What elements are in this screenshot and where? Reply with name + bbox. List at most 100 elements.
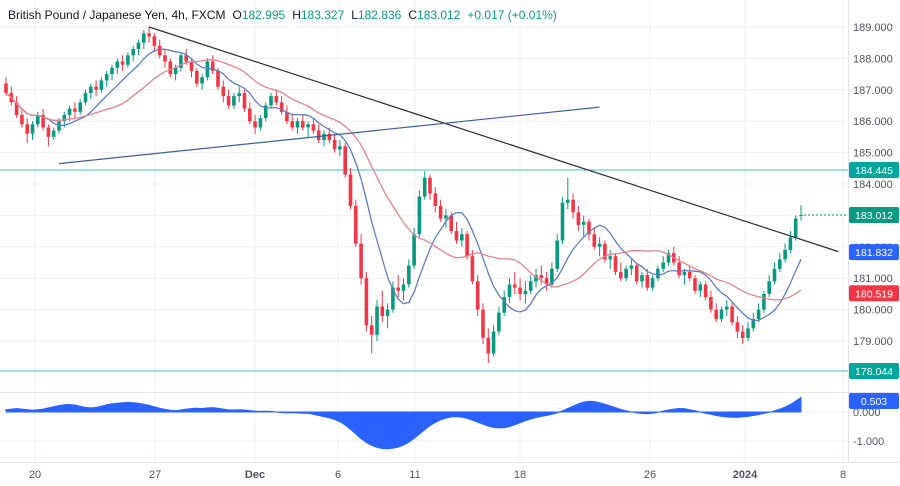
candle-body [544, 278, 549, 285]
candle-body [528, 281, 533, 291]
candle-body [94, 86, 98, 90]
candle-body [20, 114, 24, 125]
time-axis-label: Dec [245, 469, 265, 481]
candle-body [120, 61, 125, 65]
time-axis-label: 11 [409, 469, 420, 481]
candle-body [189, 61, 194, 71]
candle-body [274, 96, 279, 103]
candle-body [730, 306, 734, 323]
candle-body [581, 221, 586, 225]
candle-body [438, 206, 443, 219]
candle-body [740, 331, 745, 338]
candle-body [25, 124, 29, 134]
candle-body [332, 140, 337, 150]
candle-body [67, 108, 72, 115]
candle-body [200, 77, 204, 84]
candle-body [417, 196, 422, 235]
oscillator-axis-label: -1.000 [853, 436, 884, 448]
candle-body [719, 309, 724, 319]
moving-averages [5, 48, 802, 322]
candle-body [656, 268, 660, 279]
candle-body [131, 49, 135, 56]
candle-body [444, 215, 448, 219]
candle-body [248, 108, 252, 122]
candle-body [518, 287, 522, 294]
candle-body [301, 121, 305, 128]
price-badge-text: 178.044 [855, 366, 893, 378]
candle-body [624, 268, 628, 279]
candle-body [592, 234, 597, 247]
price-axis-label: 181.000 [853, 273, 893, 285]
candle-body [560, 202, 565, 241]
candle-body [645, 275, 650, 288]
candle-body [385, 309, 390, 316]
candle-body [422, 177, 427, 197]
time-axis-label: 18 [514, 469, 526, 481]
candle-body [380, 306, 385, 316]
candle-body [157, 45, 162, 56]
candle-body [619, 271, 623, 279]
price-badge [849, 285, 899, 302]
time-axis-label: 8 [840, 469, 846, 481]
candle-body [703, 284, 708, 298]
candle-body [640, 275, 644, 282]
candle-body [258, 118, 263, 128]
candle-body [316, 130, 321, 140]
price-axis-label: 187.000 [853, 85, 893, 97]
candle-body [693, 278, 697, 291]
candle-body [735, 322, 740, 332]
candle-body [104, 74, 109, 81]
symbol-title[interactable]: British Pound / Japanese Yen, 4h, FXCM [8, 8, 226, 22]
candle-body [571, 199, 575, 213]
candle-body [322, 133, 326, 141]
candle-body [491, 331, 496, 354]
time-scale[interactable]: 20 27 Dec 6 11 18 26 2024 8 [29, 469, 846, 481]
symbol-legend[interactable]: British Pound / Japanese Yen, 4h, FXCM O… [8, 8, 557, 22]
candle-body [475, 281, 480, 310]
ohlc-open: O182.995 [232, 8, 286, 22]
time-axis-label: 2024 [733, 469, 758, 481]
candle-body [369, 325, 374, 335]
candle-body [502, 297, 506, 313]
candle-body [783, 249, 787, 260]
price-badge [849, 244, 899, 261]
candle-body [762, 293, 766, 310]
trendlines[interactable] [58, 26, 839, 253]
time-axis-label: 26 [644, 469, 656, 481]
price-axis-label: 188.000 [853, 53, 893, 65]
candle-body [285, 111, 289, 122]
price-badge-text: 181.832 [855, 247, 893, 259]
candle-body [709, 297, 713, 310]
horizontal-price-lines[interactable] [0, 169, 848, 372]
candle-body [513, 284, 517, 288]
candle-body [555, 240, 559, 269]
candle-body [746, 328, 750, 338]
candle-body [603, 243, 607, 260]
candle-body [36, 114, 40, 125]
candle-body [687, 271, 692, 279]
candle-body [89, 86, 93, 93]
candle-body [205, 61, 210, 78]
candle-body [677, 262, 681, 276]
candle-body [391, 287, 395, 310]
price-axis-label: 180.000 [853, 305, 893, 317]
candle-body [62, 114, 67, 122]
price-badge [849, 363, 899, 379]
candle-body [470, 256, 475, 282]
candle-body [348, 174, 353, 206]
price-badge-text: 184.445 [855, 165, 893, 177]
candle-body [539, 275, 544, 279]
candle-body [73, 108, 77, 112]
candle-body [634, 265, 639, 282]
candle-body [772, 268, 777, 282]
candle-body [41, 114, 45, 128]
candle-body [14, 102, 19, 115]
oscillator-pane [5, 396, 802, 450]
candle-body [195, 71, 199, 84]
candle-body [279, 102, 284, 112]
ma-slow-line [5, 59, 802, 301]
price-scale[interactable]: 189.000 188.000 187.000 186.000 185.000 184.0… [849, 22, 899, 448]
price-axis-label: 186.000 [853, 116, 893, 128]
